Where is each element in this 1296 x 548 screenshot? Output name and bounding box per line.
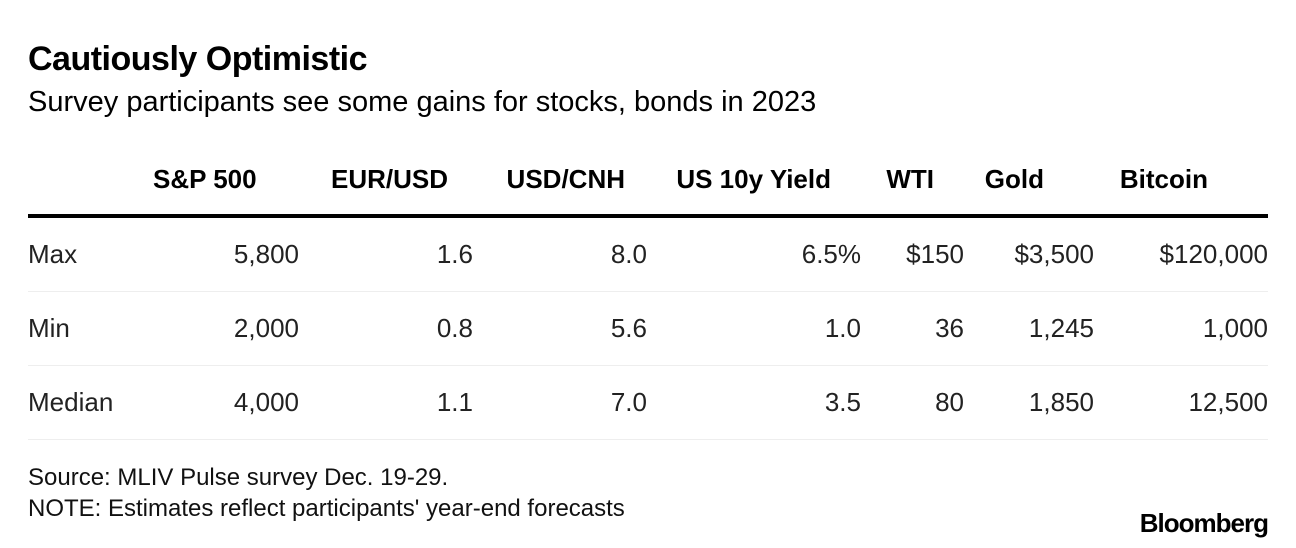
row-label: Min	[28, 313, 70, 343]
table-cell: 1.1	[436, 387, 473, 417]
table-cell: 1,245	[1028, 313, 1094, 343]
chart-subtitle: Survey participants see some gains for s…	[28, 86, 817, 118]
table-row: Median 4,000 1.1 7.0 3.5 80 1,850 12,500	[28, 366, 1268, 440]
forecast-table: S&P 500 EUR/USD USD/CNH US 10y Yield WTI…	[28, 144, 1268, 440]
table-cell: 12,500	[1188, 387, 1268, 417]
chart-title: Cautiously Optimistic	[28, 40, 368, 78]
column-header: US 10y Yield	[676, 163, 831, 194]
row-label: Median	[28, 387, 114, 417]
table-cell: 2,000	[233, 313, 299, 343]
table-cell: 1,850	[1028, 387, 1094, 417]
header-row: S&P 500 EUR/USD USD/CNH US 10y Yield WTI…	[28, 144, 1268, 216]
table-cell: 80	[935, 387, 964, 417]
table-cell: 5.6	[610, 313, 647, 343]
table-cell: $150	[906, 239, 964, 269]
bloomberg-logo: Bloomberg	[1139, 508, 1269, 538]
column-header: WTI	[886, 163, 934, 194]
table-cell: 3.5	[824, 387, 861, 417]
table-cell: 5,800	[233, 239, 299, 269]
column-header: Bitcoin	[1119, 163, 1208, 194]
table-cell: 8.0	[610, 239, 647, 269]
source-note: Source: MLIV Pulse survey Dec. 19-29. NO…	[28, 462, 625, 524]
table-cell: 0.8	[436, 313, 473, 343]
table-cell: 7.0	[610, 387, 647, 417]
column-header: EUR/USD	[330, 163, 448, 194]
table-row: Min 2,000 0.8 5.6 1.0 36 1,245 1,000	[28, 292, 1268, 366]
row-label: Max	[28, 239, 78, 269]
source-text: Source: MLIV Pulse survey Dec. 19-29.	[28, 464, 449, 491]
note-text: NOTE: Estimates reflect participants' ye…	[28, 495, 625, 522]
table-cell: 1.0	[824, 313, 861, 343]
table-cell: 1.6	[436, 239, 473, 269]
table-cell: 36	[935, 313, 964, 343]
table-row: Max 5,800 1.6 8.0 6.5% $150 $3,500 $120,…	[28, 216, 1268, 292]
column-header: USD/CNH	[506, 163, 625, 194]
table-cell: 6.5%	[801, 239, 861, 269]
table-cell: 4,000	[233, 387, 299, 417]
table-cell: $3,500	[1014, 239, 1094, 269]
table-cell: 1,000	[1202, 313, 1268, 343]
column-header: S&P 500	[153, 163, 257, 194]
table-cell: $120,000	[1159, 239, 1268, 269]
column-header: Gold	[984, 163, 1044, 194]
